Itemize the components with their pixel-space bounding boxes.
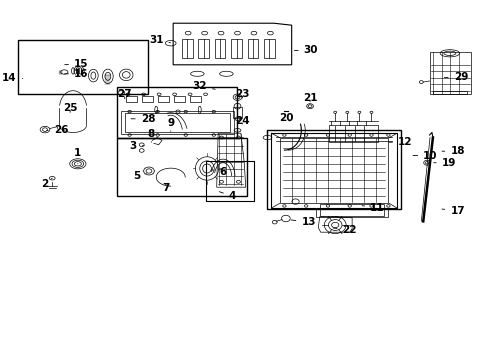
Text: 15: 15 bbox=[65, 59, 89, 69]
Text: 19: 19 bbox=[434, 158, 456, 168]
Bar bbox=[433, 91, 467, 94]
Bar bbox=[430, 52, 471, 94]
Bar bbox=[206, 161, 254, 201]
Text: 24: 24 bbox=[235, 116, 249, 126]
Bar bbox=[18, 40, 148, 94]
Text: 10: 10 bbox=[413, 150, 438, 161]
Text: 20: 20 bbox=[280, 113, 294, 123]
Text: 30: 30 bbox=[294, 45, 319, 55]
Bar bbox=[206, 161, 254, 201]
Bar bbox=[233, 107, 243, 118]
Text: 22: 22 bbox=[333, 225, 357, 235]
Bar bbox=[126, 96, 137, 102]
Text: 26: 26 bbox=[47, 125, 68, 135]
Text: 11: 11 bbox=[362, 203, 385, 213]
Bar bbox=[182, 39, 193, 58]
Text: 21: 21 bbox=[303, 93, 318, 103]
Text: 8: 8 bbox=[148, 129, 155, 142]
Text: 7: 7 bbox=[162, 183, 170, 193]
Text: 16: 16 bbox=[65, 69, 89, 79]
Text: 23: 23 bbox=[235, 89, 249, 99]
Bar bbox=[174, 96, 185, 102]
Text: 4: 4 bbox=[220, 191, 236, 201]
Bar bbox=[268, 130, 400, 209]
Bar bbox=[117, 138, 247, 196]
Text: 28: 28 bbox=[131, 114, 155, 124]
Text: 6: 6 bbox=[211, 167, 226, 177]
Bar bbox=[125, 113, 230, 132]
Text: 13: 13 bbox=[291, 217, 316, 227]
Text: 3: 3 bbox=[130, 141, 144, 151]
Text: 29: 29 bbox=[444, 72, 468, 82]
Bar bbox=[198, 39, 209, 58]
Bar bbox=[158, 96, 169, 102]
Text: 27: 27 bbox=[118, 89, 132, 99]
Bar bbox=[142, 96, 153, 102]
Bar bbox=[215, 39, 225, 58]
Text: 12: 12 bbox=[389, 137, 413, 147]
Text: 25: 25 bbox=[63, 103, 77, 113]
Bar bbox=[117, 87, 237, 138]
Bar bbox=[247, 39, 258, 58]
Text: 31: 31 bbox=[149, 35, 171, 45]
Text: 14: 14 bbox=[2, 73, 23, 84]
Bar bbox=[122, 111, 234, 134]
Text: 18: 18 bbox=[442, 146, 465, 156]
Bar bbox=[264, 39, 275, 58]
Bar bbox=[231, 39, 242, 58]
Bar bbox=[320, 204, 384, 216]
Bar bbox=[280, 138, 389, 203]
Text: 32: 32 bbox=[193, 81, 215, 91]
Bar bbox=[190, 96, 201, 102]
Text: 17: 17 bbox=[442, 206, 465, 216]
Text: 2: 2 bbox=[41, 178, 52, 189]
Text: 9: 9 bbox=[167, 118, 174, 131]
Text: 5: 5 bbox=[133, 171, 147, 181]
Text: 1: 1 bbox=[74, 148, 81, 164]
